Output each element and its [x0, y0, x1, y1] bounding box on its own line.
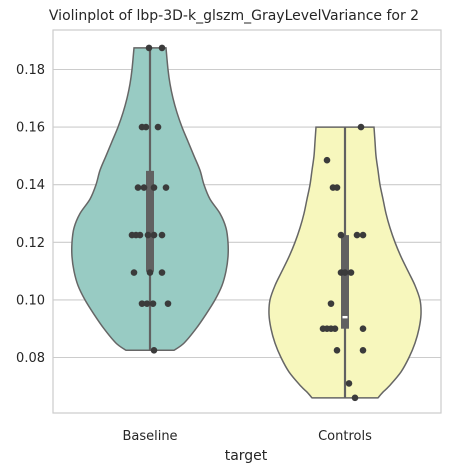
data-point: [351, 394, 359, 402]
data-point: [359, 347, 367, 354]
data-point: [164, 300, 172, 307]
data-point: [333, 184, 341, 191]
data-point: [333, 347, 341, 354]
data-point: [158, 231, 166, 239]
data-point: [144, 231, 152, 239]
data-point: [150, 184, 158, 191]
data-point: [142, 123, 150, 131]
data-point: [158, 44, 166, 52]
y-tick-labels: 0.08 0.10 0.12 0.14 0.16 0.18: [16, 63, 45, 366]
data-point: [158, 269, 166, 276]
y-tick-label: 0.10: [16, 293, 45, 308]
x-axis-label: target: [225, 448, 268, 464]
data-point: [357, 123, 365, 131]
data-point: [150, 231, 158, 239]
x-tick-label: Baseline: [122, 429, 177, 444]
data-point: [154, 123, 162, 131]
y-tick-label: 0.08: [16, 351, 45, 366]
data-point: [337, 231, 345, 239]
data-point: [323, 156, 331, 164]
strip-points: [128, 44, 367, 402]
data-point: [331, 325, 339, 333]
data-point: [143, 300, 151, 307]
data-point: [353, 231, 361, 239]
data-point: [345, 380, 353, 387]
data-point: [162, 184, 170, 191]
data-point: [136, 231, 144, 239]
data-point: [146, 269, 154, 276]
data-point: [150, 347, 158, 354]
data-point: [134, 184, 142, 191]
data-point: [359, 325, 367, 333]
data-point: [341, 269, 349, 276]
data-point: [347, 269, 355, 276]
x-tick-labels: Baseline Controls: [122, 429, 372, 444]
y-tick-label: 0.16: [16, 121, 45, 136]
iqr-box-baseline: [146, 170, 154, 272]
iqr-box-controls: [341, 235, 349, 329]
data-point: [149, 300, 157, 307]
data-point: [140, 184, 148, 191]
inner-boxes: [146, 47, 349, 398]
chart-title: Violinplot of lbp-3D-k_glszm_GrayLevelVa…: [49, 8, 419, 24]
y-tick-label: 0.18: [16, 63, 45, 78]
data-point: [327, 300, 335, 307]
data-point: [130, 269, 138, 276]
y-tick-label: 0.14: [16, 178, 45, 193]
data-point: [359, 231, 367, 239]
data-point: [145, 44, 153, 52]
median-controls: [342, 315, 348, 319]
y-tick-label: 0.12: [16, 236, 45, 251]
x-tick-label: Controls: [318, 429, 372, 444]
data-point: [138, 300, 146, 307]
violins: [71, 47, 422, 399]
plot-frame: [52, 29, 442, 414]
